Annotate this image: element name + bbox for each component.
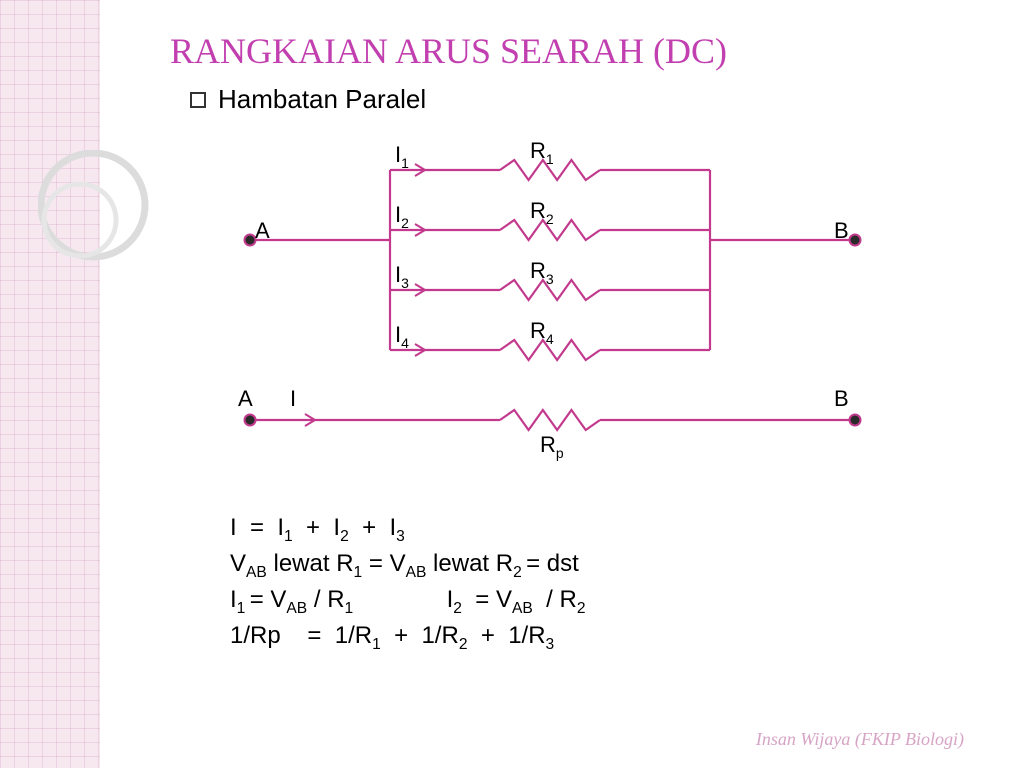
- footer-credit: Insan Wijaya (FKIP Biologi): [756, 729, 964, 750]
- svg-text:I4: I4: [395, 322, 409, 351]
- svg-text:R3: R3: [530, 258, 554, 287]
- svg-text:A: A: [255, 218, 270, 243]
- svg-text:R1: R1: [530, 138, 554, 167]
- equation-2: VAB lewat R1 = VAB lewat R2 = dst: [230, 546, 579, 584]
- bullet-icon: [190, 92, 206, 108]
- equation-1: I = I1 + I2 + I3: [230, 510, 405, 548]
- svg-text:I1: I1: [395, 142, 409, 171]
- svg-text:B: B: [834, 386, 849, 411]
- svg-text:B: B: [834, 218, 849, 243]
- sidebar-grid: [0, 0, 100, 768]
- svg-text:A: A: [238, 386, 253, 411]
- svg-text:I: I: [290, 386, 296, 411]
- svg-text:Rp: Rp: [540, 432, 564, 461]
- svg-text:I2: I2: [395, 202, 409, 231]
- equation-4: 1/Rp = 1/R1 + 1/R2 + 1/R3: [230, 618, 554, 656]
- svg-text:I3: I3: [395, 262, 409, 291]
- decorative-rings: [38, 150, 178, 290]
- subtitle-text: Hambatan Paralel: [218, 84, 426, 115]
- circuit-diagram: I1R1I2R2I3R3I4R4ABABIRp: [220, 120, 880, 440]
- equation-3: I1 = VAB / R1 I2 = VAB / R2: [230, 582, 586, 620]
- subtitle-row: Hambatan Paralel: [190, 84, 426, 115]
- svg-text:R2: R2: [530, 198, 554, 227]
- svg-text:R4: R4: [530, 318, 554, 347]
- page-title: RANGKAIAN ARUS SEARAH (DC): [170, 30, 727, 72]
